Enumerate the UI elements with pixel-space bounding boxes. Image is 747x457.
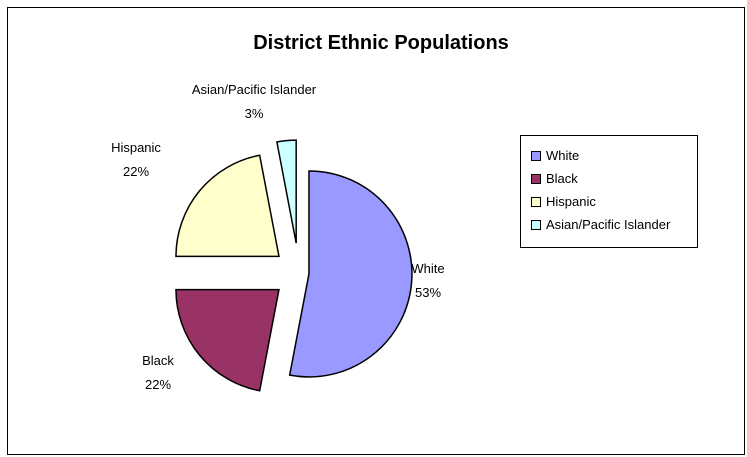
legend-swatch-white [531, 150, 541, 161]
legend-label-black: Black [546, 171, 578, 186]
slice-black [175, 288, 280, 392]
slice-label-black: Black [142, 353, 174, 368]
legend-item-white: White [531, 144, 697, 167]
pie-slices [175, 139, 413, 392]
legend-label-white: White [546, 148, 580, 163]
slice-percent-white: 53% [415, 285, 441, 300]
legend-label-asian-pacific-islander: Asian/Pacific Islander [546, 217, 671, 232]
pie-chart: District Ethnic Populations White 53% Blac… [111, 32, 509, 392]
slice-label-white: White [411, 261, 444, 276]
slice-labels: White 53% Black 22% Hispanic 22% Asian/Pacific… [111, 82, 445, 392]
legend: White Black Hispanic Asian/Pacific Islan… [520, 135, 698, 248]
slice-white [288, 170, 413, 378]
slice-asian-pacific-islander [276, 139, 297, 244]
slice-percent-asian-pacific-islander: 3% [245, 106, 264, 121]
legend-swatch-hispanic [531, 196, 541, 207]
legend-item-black: Black [531, 167, 697, 190]
chart-title: District Ethnic Populations [253, 32, 509, 54]
legend-label-hispanic: Hispanic [546, 194, 596, 209]
legend-item-hispanic: Hispanic [531, 190, 697, 213]
legend-item-asian-pacific-islander: Asian/Pacific Islander [531, 213, 697, 236]
legend-swatch-black [531, 173, 541, 184]
legend-swatch-asian-pacific-islander [531, 219, 541, 230]
slice-label-asian-pacific-islander: Asian/Pacific Islander [192, 82, 317, 97]
slice-label-hispanic: Hispanic [111, 140, 161, 155]
chart-frame: District Ethnic Populations White 53% Blac… [7, 7, 745, 455]
slice-percent-black: 22% [145, 377, 171, 392]
slice-percent-hispanic: 22% [123, 164, 149, 179]
slice-hispanic [175, 154, 280, 258]
